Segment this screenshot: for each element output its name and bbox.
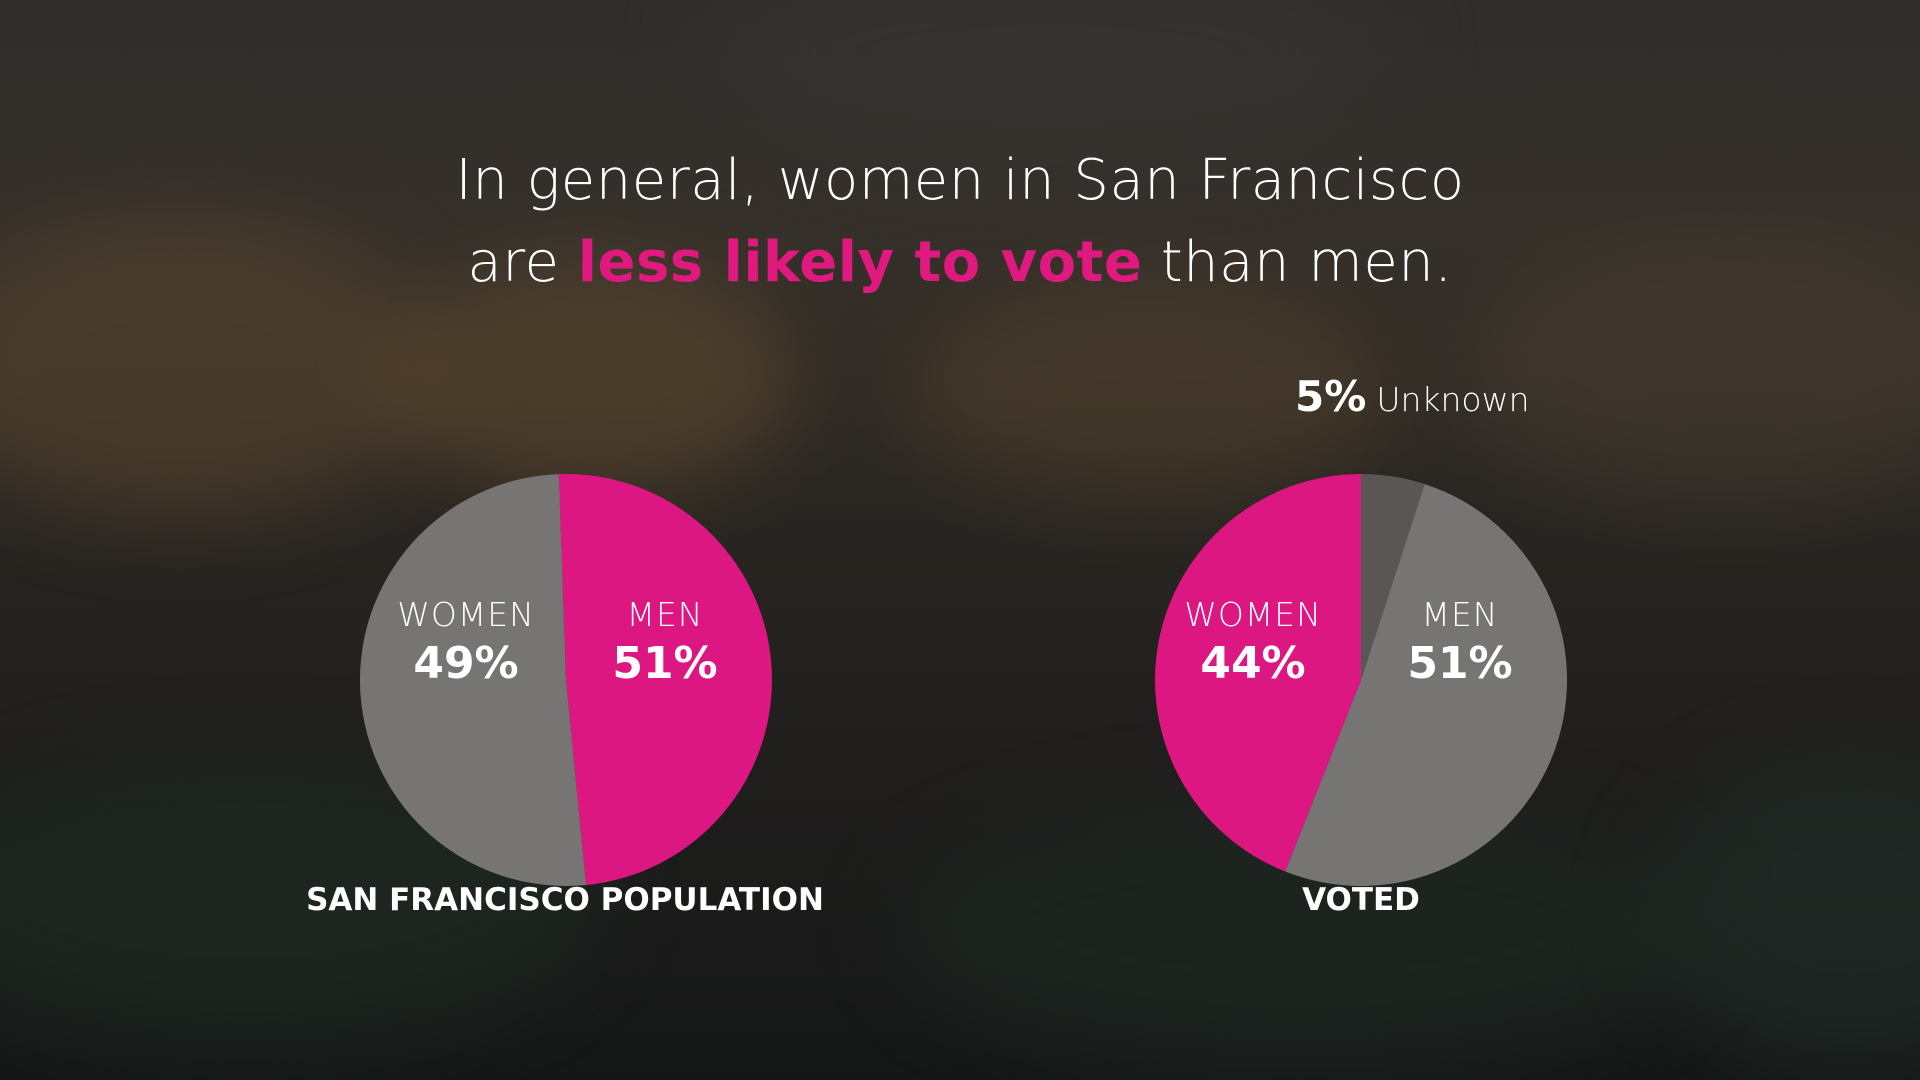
- headline-highlight: less likely to vote: [578, 230, 1143, 295]
- voted-men-name: MEN: [1360, 595, 1560, 634]
- voted-unknown-label: 5% Unknown: [1295, 372, 1530, 421]
- voted-women-name: WOMEN: [1153, 595, 1353, 634]
- population-pie-chart: WOMEN 49% MEN 51%: [306, 420, 826, 940]
- voted-men-value: 51%: [1360, 638, 1560, 689]
- headline-pre: are: [467, 230, 577, 295]
- population-men-name: MEN: [565, 595, 765, 634]
- voted-pie-chart: WOMEN 44% MEN 51%: [1101, 420, 1621, 940]
- headline-line-2: are less likely to vote than men.: [0, 222, 1920, 304]
- voted-women-label: WOMEN 44%: [1153, 595, 1353, 689]
- voted-unknown-value: 5%: [1295, 372, 1366, 421]
- population-men-label: MEN 51%: [565, 595, 765, 689]
- population-women-label: WOMEN 49%: [366, 595, 566, 689]
- population-caption: SAN FRANCISCO POPULATION: [300, 882, 830, 918]
- population-men-value: 51%: [565, 638, 765, 689]
- headline-line-1: In general, women in San Francisco: [0, 140, 1920, 222]
- voted-men-label: MEN 51%: [1360, 595, 1560, 689]
- voted-caption: VOTED: [1101, 882, 1621, 918]
- headline: In general, women in San Francisco are l…: [0, 140, 1920, 304]
- headline-post: than men.: [1142, 230, 1452, 295]
- voted-unknown-name: Unknown: [1376, 380, 1529, 419]
- voted-women-value: 44%: [1153, 638, 1353, 689]
- population-women-value: 49%: [366, 638, 566, 689]
- population-women-name: WOMEN: [366, 595, 566, 634]
